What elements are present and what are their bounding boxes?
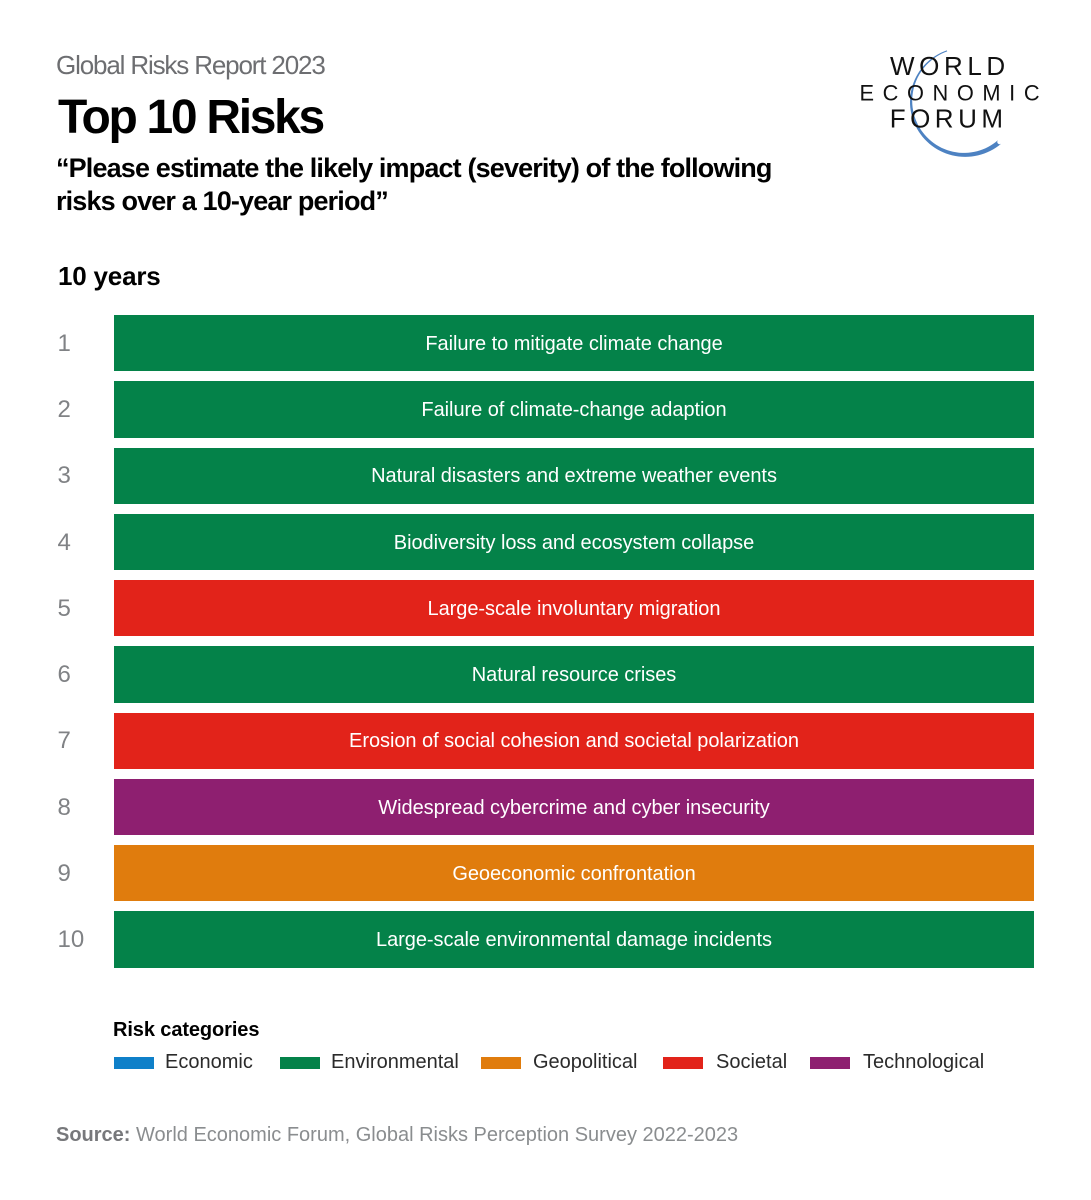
svg-text:WORLD: WORLD: [890, 51, 1010, 81]
svg-text:FORUM: FORUM: [890, 104, 1008, 134]
svg-text:ECONOMIC: ECONOMIC: [860, 81, 1049, 106]
